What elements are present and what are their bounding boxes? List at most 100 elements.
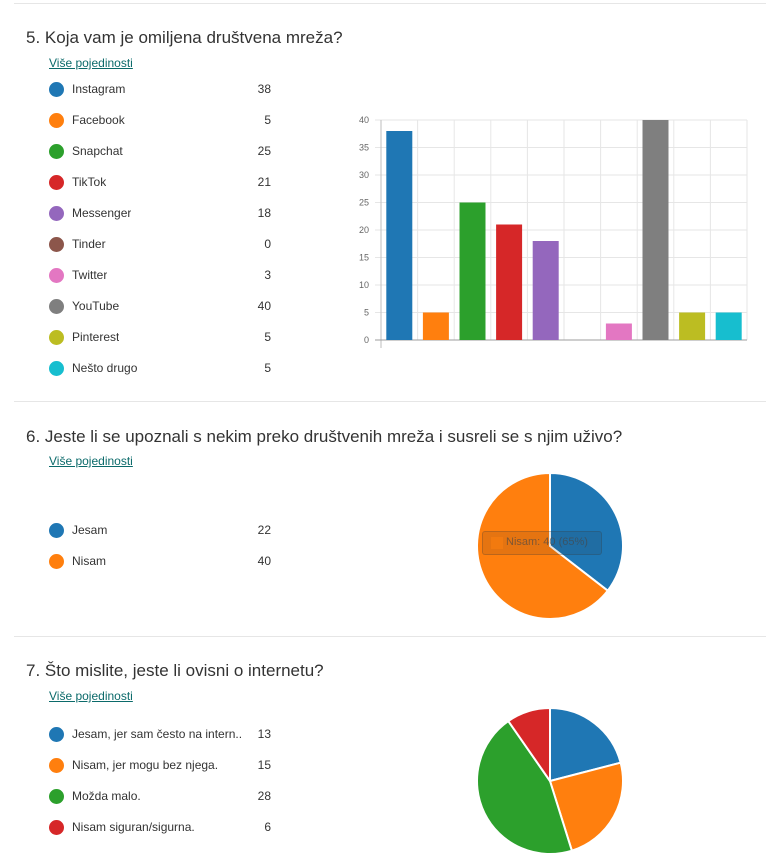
pie-chart-q6[interactable] xyxy=(475,471,625,621)
legend-count: 15 xyxy=(257,758,271,772)
legend-item: Nešto drugo 5 xyxy=(49,359,279,379)
legend-swatch xyxy=(49,330,64,345)
legend-count: 40 xyxy=(257,554,271,568)
legend-label: Nisam xyxy=(72,554,107,568)
bar[interactable] xyxy=(532,241,559,340)
legend-label: Nisam, jer mogu bez njega. xyxy=(72,758,219,772)
bar[interactable] xyxy=(422,312,449,341)
legend-item: TikTok 21 xyxy=(49,173,279,193)
y-tick-label: 35 xyxy=(359,143,369,153)
y-tick-label: 10 xyxy=(359,280,369,290)
legend-swatch xyxy=(49,237,64,252)
legend-label: Snapchat xyxy=(72,144,123,158)
legend-label: Twitter xyxy=(72,268,108,282)
legend-count: 18 xyxy=(257,206,271,220)
legend-count: 28 xyxy=(257,789,271,803)
y-tick-label: 0 xyxy=(364,335,369,345)
legend-swatch xyxy=(49,554,64,569)
bar[interactable] xyxy=(642,120,669,340)
legend-swatch xyxy=(49,523,64,538)
more-details-link-q7[interactable]: Više pojedinosti xyxy=(49,689,133,703)
legend-label: Messenger xyxy=(72,206,132,220)
legend-item: Nisam, jer mogu bez njega. 15 xyxy=(49,756,279,776)
legend-label: Facebook xyxy=(72,113,125,127)
legend-label: Pinterest xyxy=(72,330,120,344)
divider-top xyxy=(14,3,766,4)
legend-item: Messenger 18 xyxy=(49,204,279,224)
legend-item: Nisam siguran/sigurna. 6 xyxy=(49,818,279,838)
pie-slice[interactable] xyxy=(549,471,624,593)
legend-swatch xyxy=(49,113,64,128)
legend-swatch xyxy=(49,299,64,314)
legend-count: 3 xyxy=(264,268,271,282)
more-details-link-q5[interactable]: Više pojedinosti xyxy=(49,56,133,70)
legend-swatch xyxy=(49,758,64,773)
legend-item: Nisam 40 xyxy=(49,552,279,572)
legend-count: 5 xyxy=(264,113,271,127)
legend-item: Pinterest 5 xyxy=(49,328,279,348)
bar[interactable] xyxy=(679,312,706,341)
bar[interactable] xyxy=(605,323,632,341)
bar[interactable] xyxy=(496,224,523,341)
legend-label: Možda malo. xyxy=(72,789,141,803)
legend-count: 38 xyxy=(257,82,271,96)
legend-count: 0 xyxy=(264,237,271,251)
question-5-title: 5. Koja vam je omiljena društvena mreža? xyxy=(26,28,343,47)
legend-item: YouTube 40 xyxy=(49,297,279,317)
legend-count: 22 xyxy=(257,523,271,537)
y-tick-label: 15 xyxy=(359,253,369,263)
legend-swatch xyxy=(49,175,64,190)
legend-label: Nešto drugo xyxy=(72,361,138,375)
legend-label: Tinder xyxy=(72,237,106,251)
bar[interactable] xyxy=(459,202,486,341)
legend-count: 25 xyxy=(257,144,271,158)
y-tick-label: 30 xyxy=(359,170,369,180)
pie-slice[interactable] xyxy=(476,471,610,620)
legend-swatch xyxy=(49,789,64,804)
legend-swatch xyxy=(49,206,64,221)
y-tick-label: 25 xyxy=(359,198,369,208)
tooltip-swatch xyxy=(491,537,503,549)
legend-count: 21 xyxy=(257,175,271,189)
legend-label: Jesam xyxy=(72,523,108,537)
pie-slice[interactable] xyxy=(549,706,622,783)
legend-label: Jesam, jer sam često na intern... xyxy=(72,727,242,741)
legend-item: Snapchat 25 xyxy=(49,142,279,162)
legend-swatch xyxy=(49,268,64,283)
bar[interactable] xyxy=(386,131,413,340)
legend-swatch xyxy=(49,82,64,97)
more-details-link-q6[interactable]: Više pojedinosti xyxy=(49,454,133,468)
divider-q5-q6 xyxy=(14,401,766,402)
tooltip-text: Nisam: 40 (65%) xyxy=(506,536,588,548)
pie-slice[interactable] xyxy=(548,761,624,852)
legend-count: 40 xyxy=(257,299,271,313)
legend-item: Tinder 0 xyxy=(49,235,279,255)
question-6-title: 6. Jeste li se upoznali s nekim preko dr… xyxy=(26,427,623,446)
legend-item: Twitter 3 xyxy=(49,266,279,286)
legend-count: 5 xyxy=(264,361,271,375)
legend-count: 5 xyxy=(264,330,271,344)
legend-item: Jesam, jer sam često na intern... 13 xyxy=(49,725,279,745)
legend-item: Možda malo. 28 xyxy=(49,787,279,807)
pie-chart-q7[interactable] xyxy=(475,706,625,856)
y-tick-label: 20 xyxy=(359,225,369,235)
legend-count: 6 xyxy=(264,820,271,834)
divider-q6-q7 xyxy=(14,636,766,637)
pie-slice[interactable] xyxy=(506,706,551,785)
legend-item: Jesam 22 xyxy=(49,521,279,541)
legend-swatch xyxy=(49,727,64,742)
legend-swatch xyxy=(49,820,64,835)
legend-item: Facebook 5 xyxy=(49,111,279,131)
legend-label: TikTok xyxy=(72,175,107,189)
y-tick-label: 40 xyxy=(359,115,369,125)
bar[interactable] xyxy=(715,312,742,341)
legend-count: 13 xyxy=(257,727,271,741)
legend-label: Instagram xyxy=(72,82,126,96)
y-tick-label: 5 xyxy=(364,308,369,318)
legend-label: YouTube xyxy=(72,299,120,313)
legend-swatch xyxy=(49,361,64,376)
legend-item: Instagram 38 xyxy=(49,80,279,100)
question-7-title: 7. Što mislite, jeste li ovisni o intern… xyxy=(26,661,324,680)
chart-tooltip: Nisam: 40 (65%) xyxy=(482,531,602,555)
legend-swatch xyxy=(49,144,64,159)
